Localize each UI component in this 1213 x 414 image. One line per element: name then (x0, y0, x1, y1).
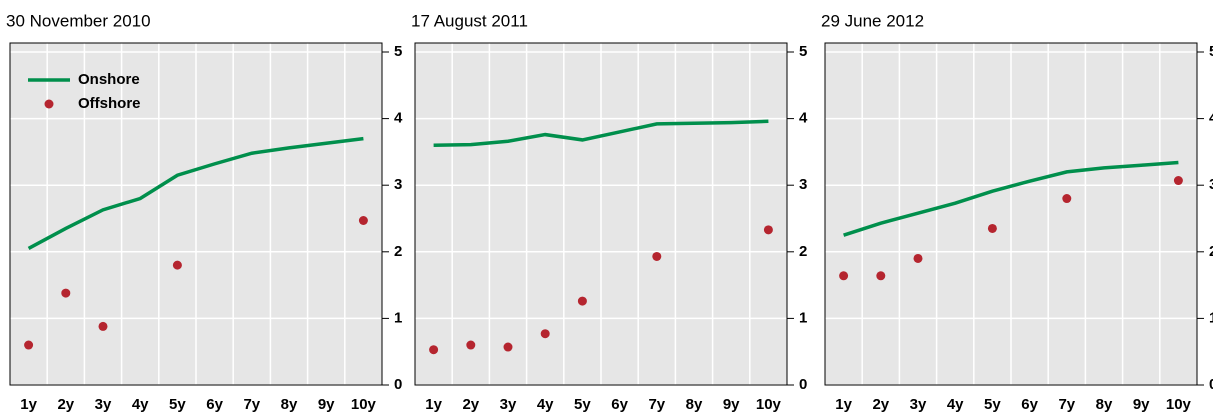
x-tick-label: 9y (318, 396, 335, 413)
onshore-line (843, 160, 1179, 237)
x-tick-label: 6y (206, 396, 223, 413)
y-tick-label: 1 (394, 309, 402, 326)
offshore-dot (61, 288, 71, 298)
onshore-line (27, 136, 364, 251)
x-tick-label: 10y (1166, 396, 1192, 413)
y-tick-label: 2 (1209, 243, 1213, 260)
x-tick-label: 4y (132, 396, 149, 413)
chart-title: 30 November 2010 (6, 11, 151, 30)
x-tick-label: 3y (95, 396, 112, 413)
chart-title: 17 August 2011 (411, 11, 528, 30)
x-tick-label: 8y (1096, 396, 1113, 413)
x-tick-label: 1y (835, 396, 852, 413)
x-tick-label: 1y (425, 396, 442, 413)
y-tick-label: 3 (1209, 176, 1213, 193)
x-tick-label: 4y (947, 396, 964, 413)
y-tick-label: 0 (799, 376, 807, 393)
offshore-dot (1173, 176, 1183, 186)
x-tick-label: 2y (57, 396, 74, 413)
offshore-dot (466, 340, 476, 350)
offshore-dot (503, 342, 513, 352)
y-tick-label: 5 (799, 43, 807, 60)
x-tick-label: 7y (648, 396, 665, 413)
plot-frame (414, 42, 788, 386)
offshore-dot (876, 271, 886, 281)
x-tick-label: 5y (984, 396, 1001, 413)
x-tick-label: 10y (756, 396, 782, 413)
legend-label: Offshore (78, 95, 141, 112)
x-tick-label: 7y (1058, 396, 1075, 413)
x-tick-label: 5y (574, 396, 591, 413)
y-tick-label: 0 (394, 376, 402, 393)
y-tick-label: 3 (799, 176, 807, 193)
y-tick-label: 1 (799, 309, 807, 326)
y-tick-label: 4 (799, 110, 808, 127)
y-tick-label: 4 (1209, 110, 1213, 127)
x-tick-label: 9y (723, 396, 740, 413)
x-tick-label: 4y (537, 396, 554, 413)
y-tick-label: 2 (799, 243, 807, 260)
y-tick-label: 5 (394, 43, 402, 60)
plot-frame (824, 42, 1198, 386)
x-tick-label: 2y (462, 396, 479, 413)
x-tick-label: 10y (351, 396, 377, 413)
offshore-dot (98, 321, 108, 331)
y-tick-label: 3 (394, 176, 402, 193)
y-tick-label: 0 (1209, 376, 1213, 393)
x-tick-label: 3y (500, 396, 517, 413)
legend-swatch (44, 99, 54, 109)
offshore-dot (577, 296, 587, 306)
chart-title: 29 June 2012 (821, 11, 924, 30)
y-tick-label: 5 (1209, 43, 1213, 60)
legend-label: Onshore (78, 71, 140, 88)
x-tick-label: 9y (1133, 396, 1150, 413)
x-tick-label: 8y (686, 396, 703, 413)
x-tick-label: 5y (169, 396, 186, 413)
plot-frame (9, 42, 383, 386)
offshore-dot (24, 340, 34, 350)
offshore-dot (652, 251, 662, 261)
x-tick-label: 7y (243, 396, 260, 413)
y-tick-label: 2 (394, 243, 402, 260)
offshore-dot (172, 260, 182, 270)
offshore-dot (1062, 194, 1072, 204)
offshore-dot (839, 271, 849, 281)
offshore-dot (358, 215, 368, 225)
y-tick-label: 1 (1209, 309, 1213, 326)
x-tick-label: 3y (910, 396, 927, 413)
offshore-dot (429, 345, 439, 355)
x-tick-label: 6y (611, 396, 628, 413)
x-tick-label: 6y (1021, 396, 1038, 413)
x-tick-label: 2y (872, 396, 889, 413)
offshore-dot (540, 329, 550, 339)
onshore-line (433, 119, 769, 147)
x-tick-label: 1y (20, 396, 37, 413)
offshore-dot (913, 253, 923, 263)
offshore-dot (987, 223, 997, 233)
y-tick-label: 4 (394, 110, 403, 127)
offshore-dot (763, 225, 773, 235)
x-tick-label: 8y (281, 396, 298, 413)
